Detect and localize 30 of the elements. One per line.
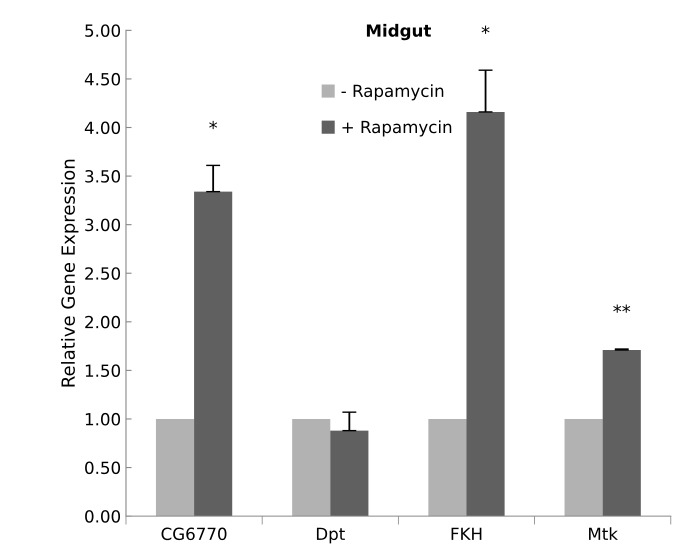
y-tick-label: 0.00 <box>85 510 120 523</box>
y-tick-label: 1.50 <box>86 364 120 377</box>
x-tick-label: FKH <box>452 528 482 540</box>
legend-label: + Rapamycin <box>342 120 452 136</box>
bar <box>466 112 505 516</box>
bar <box>330 430 368 516</box>
x-tick-label: CG6770 <box>162 528 226 540</box>
y-tick-label: 4.00 <box>84 121 120 134</box>
bar <box>194 192 232 516</box>
annotation: ** <box>613 304 630 313</box>
y-tick-label: 2.00 <box>85 316 120 328</box>
y-tick-label: 3.50 <box>85 170 120 183</box>
chart-title: Midgut <box>366 24 431 40</box>
annotation: * <box>482 26 490 34</box>
bar <box>564 418 603 516</box>
bar <box>602 350 641 516</box>
y-tick-label: 2.50 <box>85 267 120 280</box>
y-tick-label: 1.00 <box>86 412 120 426</box>
bar <box>292 418 330 516</box>
bar <box>428 418 466 516</box>
legend-label: - Rapamycin <box>342 84 444 100</box>
y-axis-title: Relative Gene Expression <box>60 160 78 386</box>
y-tick-label: 3.00 <box>85 218 120 232</box>
y-tick-label: 5.00 <box>85 24 120 37</box>
y-tick-label: 4.50 <box>84 72 120 86</box>
y-tick-label: 0.50 <box>85 462 120 474</box>
x-tick-label: Mtk <box>589 527 618 540</box>
bar <box>156 418 194 516</box>
annotation: * <box>209 120 218 130</box>
x-tick-label: Dpt <box>316 528 345 544</box>
